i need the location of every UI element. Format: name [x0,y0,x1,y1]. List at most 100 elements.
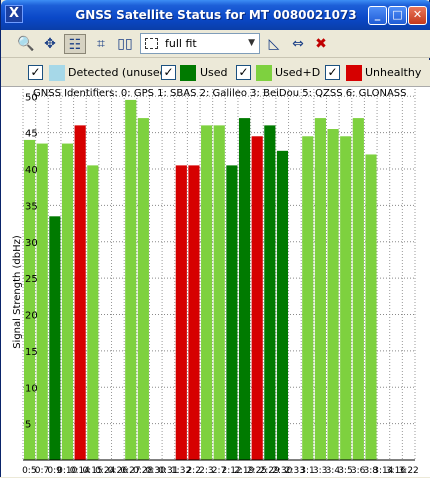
signal-strength-chart: 5 10 15 20 25 30 35 40 45 50 0:50:70:90:100:140:15… [12,88,419,476]
bar-0-28[interactable] [137,118,149,461]
x-tick-label: 0:9 [47,466,62,476]
y-tick-label: 35 [25,201,38,212]
title-bar[interactable]: X GNSS Satellite Status for MT 008002107… [1,0,430,30]
unhealthy-swatch [346,65,362,81]
bar-0-10[interactable] [61,143,74,460]
y-tick-label: 50 [25,92,38,103]
x-tick-label: 3:3 [313,466,327,476]
bar-2-25[interactable] [251,136,263,461]
x-tick-label: 3:6 [351,466,366,476]
x-tick-label: 3:5 [338,466,352,476]
measure-icon[interactable]: ◺ [268,36,280,52]
y-tick-label: 20 [25,311,38,322]
y-tick-label: 45 [25,129,38,140]
window-title: GNSS Satellite Status for MT 0080021073 [75,8,357,22]
detected-label: Detected (unused [68,66,167,79]
chevron-down-icon: ▼ [248,38,255,48]
bar-1-32[interactable] [175,165,187,460]
bar-2-19[interactable] [238,118,251,461]
table-view-icon[interactable]: ☷ [64,34,86,54]
used-label: Used [200,66,228,79]
bar-2-12[interactable] [226,165,238,460]
x-tick-label: 0:10 [57,466,77,476]
fit-width-icon[interactable]: ⇔ [292,36,304,52]
bar-3-8[interactable] [365,154,377,460]
bar-3-6[interactable] [352,118,364,461]
x-tick-label: 2:3 [199,466,213,476]
unhealthy-checkbox[interactable]: ✓ [325,65,340,80]
bar-0-9[interactable] [49,216,61,460]
detected-swatch [49,65,65,81]
unhealthy-label: Unhealthy [365,66,422,79]
bar-2-7[interactable] [213,125,225,460]
x-tick-label: 3:8 [363,466,378,476]
x-tick-label: 3:4 [326,466,341,476]
minimize-button[interactable]: _ [368,6,387,25]
detected-checkbox[interactable]: ✓ [28,65,43,80]
x-tick-label: 1:32 [171,466,191,476]
x-tick-label: 0:15 [82,466,102,476]
y-tick-label: 25 [25,274,38,285]
x-tick-label: 2:25 [247,466,267,476]
bar-0-15[interactable] [87,165,99,460]
used-d-checkbox[interactable]: ✓ [236,65,251,80]
y-tick-label: 15 [25,347,38,358]
bar-3-3[interactable] [314,118,326,461]
maximize-button[interactable]: □ [388,6,407,25]
x-tick-label: 0:27 [120,466,140,476]
fit-icon [145,38,158,49]
bar-0-14[interactable] [74,125,86,460]
bar-2-3[interactable] [201,125,213,460]
x-tick-label: 0:30 [146,466,166,476]
y-tick-label: 30 [25,238,38,249]
bar-0-5[interactable] [24,139,36,460]
x-tick-label: 2:29 [259,466,279,476]
x-tick-label: 2:19 [234,466,254,476]
zoom-select[interactable]: full fit ▼ [140,33,260,54]
columns-icon[interactable]: ▯▯ [117,36,133,52]
used-swatch [180,65,196,81]
bars [24,99,377,461]
x-tick-label: 2:2 [186,466,200,476]
bar-3-5[interactable] [340,136,352,461]
x-tick-label: 0:31 [158,466,178,476]
x-tick-label: 0:14 [70,466,90,476]
bar-0-7[interactable] [36,143,48,460]
y-tick-label: 10 [25,383,38,394]
used-checkbox[interactable]: ✓ [161,65,176,80]
clear-icon[interactable]: ✖ [315,36,327,52]
bar-2-29[interactable] [264,125,276,460]
x-tick-label: 2:33 [285,466,305,476]
legend-bar: ✓ Detected (unused ✓ Used ✓ Used+D ✓ Unh… [1,60,430,86]
x-tick-label: 0:28 [133,466,153,476]
x-tick-label: 0:5 [22,466,36,476]
y-tick-label: 40 [25,165,38,176]
chart-area: 5 10 15 20 25 30 35 40 45 50 0:5 0:7 0:9 0:10 0:14 0:15… [1,86,430,477]
bar-3-1[interactable] [302,136,314,461]
y-tick-label: 5 [25,420,31,431]
close-button[interactable]: ✕ [408,6,427,25]
x-tick-label: 3:1 [300,466,314,476]
bar-0-27[interactable] [125,99,137,460]
x-tick-label: 2:12 [222,466,242,476]
x-tick-label: 0:7 [35,466,49,476]
identify-icon[interactable]: ⌗ [97,36,105,52]
x-tick-label: 3:22 [399,466,419,476]
x-tick-label: 0:26 [108,466,128,476]
used-d-swatch [256,65,272,81]
pan-icon[interactable]: ✥ [44,36,56,52]
x-tick-label: 3:16 [386,466,406,476]
bar-3-4[interactable] [327,129,339,460]
axes: 5 10 15 20 25 30 35 40 45 50 0:50:70:90:100:140:15… [22,92,419,476]
bar-2-30[interactable] [276,150,289,461]
y-axis-label: Signal Strength (dbHz) [12,235,23,349]
used-d-label: Used+D [275,66,321,79]
zoom-region-icon[interactable]: 🔍 [17,36,35,52]
bar-2-2[interactable] [188,165,200,460]
x-tick-label: 2:30 [272,466,292,476]
x-tick-label: 3:14 [373,466,393,476]
zoom-select-value: full fit [165,37,197,50]
app-icon: X [5,5,23,23]
x-tick-label: 0:24 [95,466,115,476]
